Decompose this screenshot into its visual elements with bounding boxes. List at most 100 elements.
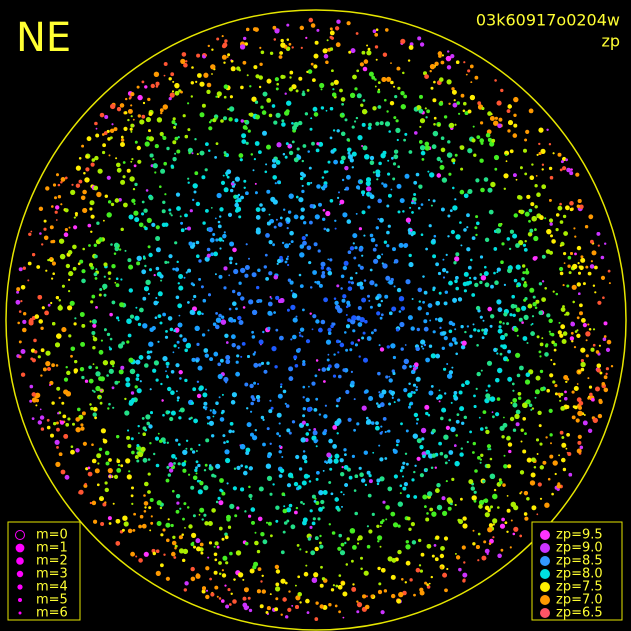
star: [290, 524, 296, 530]
star: [477, 559, 480, 562]
star: [196, 380, 200, 383]
star: [242, 596, 247, 601]
star: [79, 259, 84, 264]
star: [538, 310, 543, 315]
star: [244, 587, 249, 593]
star: [332, 584, 335, 587]
star: [57, 412, 60, 415]
star: [298, 467, 303, 471]
star: [379, 476, 385, 482]
star: [208, 126, 213, 131]
star: [215, 463, 221, 469]
star: [531, 505, 537, 511]
star: [264, 253, 268, 257]
star: [63, 434, 69, 439]
star: [275, 582, 280, 587]
star: [334, 497, 339, 502]
star: [386, 76, 392, 82]
star: [274, 607, 279, 612]
star: [531, 407, 535, 410]
star: [109, 136, 113, 140]
star: [577, 262, 580, 265]
star: [271, 163, 277, 169]
star: [410, 233, 414, 237]
star: [587, 271, 592, 276]
star: [302, 414, 306, 418]
star: [189, 209, 193, 213]
star: [398, 591, 404, 598]
star: [339, 88, 343, 93]
star: [136, 459, 140, 463]
star: [506, 495, 509, 497]
star: [354, 87, 357, 91]
star: [187, 506, 190, 509]
star: [447, 235, 450, 238]
star: [178, 274, 184, 279]
star: [126, 340, 130, 344]
star: [597, 244, 600, 247]
star: [365, 180, 371, 187]
star: [417, 377, 421, 381]
star: [238, 198, 242, 203]
star: [475, 305, 481, 311]
star: [224, 532, 228, 537]
star: [419, 590, 425, 596]
star: [412, 365, 415, 368]
star: [342, 493, 345, 496]
star: [279, 255, 283, 260]
star: [142, 432, 146, 437]
star: [124, 111, 128, 115]
star: [145, 279, 151, 285]
star: [361, 254, 364, 257]
star: [199, 150, 205, 156]
star: [88, 244, 91, 247]
star: [560, 307, 566, 312]
star: [530, 331, 535, 336]
star: [288, 42, 292, 46]
star: [255, 74, 260, 79]
star: [344, 118, 348, 122]
star: [441, 496, 446, 501]
star: [316, 280, 321, 285]
star: [380, 425, 383, 428]
star: [569, 201, 574, 206]
star: [548, 166, 553, 171]
star: [138, 524, 142, 529]
star: [223, 95, 227, 99]
star: [447, 214, 451, 218]
star: [565, 380, 568, 383]
star: [295, 584, 297, 587]
star: [482, 319, 485, 322]
star: [43, 227, 47, 231]
star: [512, 382, 515, 386]
star: [323, 54, 329, 59]
star: [147, 292, 150, 295]
star: [134, 455, 139, 459]
star: [560, 324, 566, 330]
star: [288, 376, 294, 381]
star: [607, 269, 611, 273]
star: [187, 147, 193, 153]
star: [288, 193, 294, 199]
star: [344, 483, 348, 487]
star: [168, 468, 174, 473]
star: [440, 136, 445, 140]
star: [366, 177, 371, 183]
star: [319, 583, 324, 588]
star: [20, 372, 26, 377]
star: [441, 207, 445, 212]
star: [177, 282, 180, 285]
star: [65, 366, 68, 369]
star: [99, 496, 104, 502]
star: [125, 377, 131, 382]
star: [355, 116, 359, 120]
star: [305, 397, 310, 402]
star: [195, 240, 200, 245]
star: [234, 202, 239, 208]
star: [258, 339, 264, 345]
star: [352, 74, 357, 80]
star: [352, 233, 358, 239]
star: [146, 217, 152, 223]
star: [89, 403, 92, 406]
star: [438, 101, 444, 106]
